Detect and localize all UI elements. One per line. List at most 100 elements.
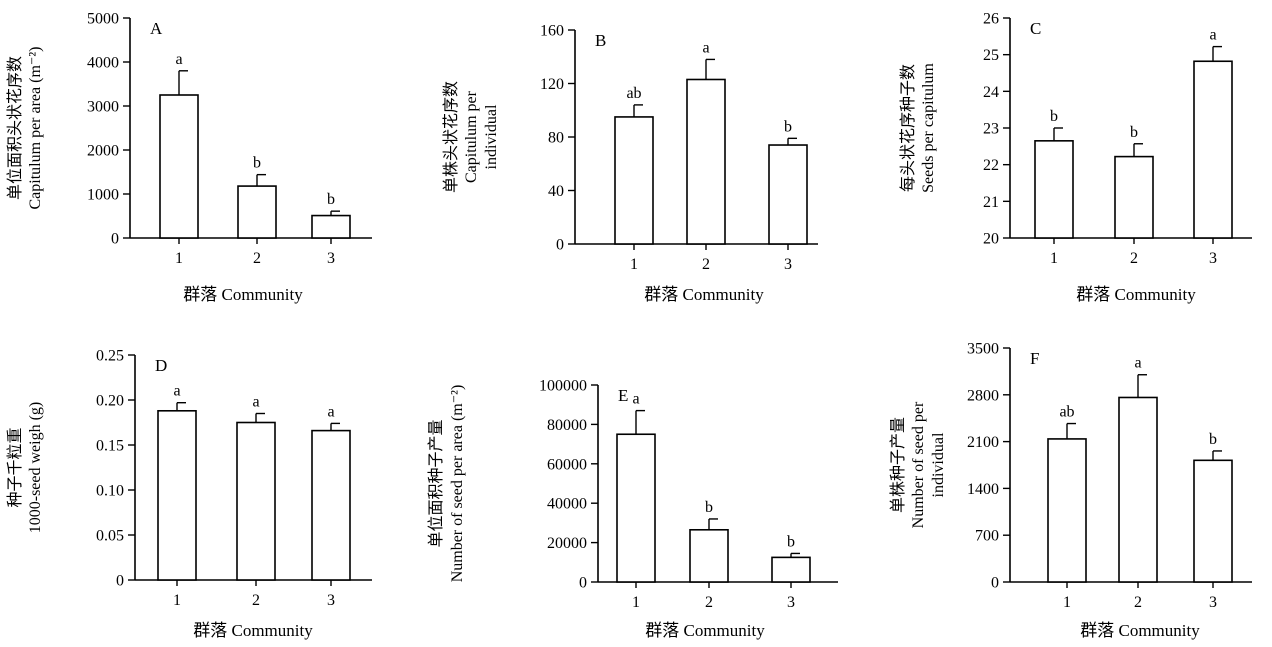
- panel-a-bar: [311, 214, 351, 239]
- panel-c-bar: [1034, 140, 1074, 239]
- panel-c-significance-letter: a: [1209, 27, 1216, 44]
- panel-b-ytick-label: 0: [556, 237, 564, 254]
- panel-d-ytick-label: 0.25: [96, 348, 124, 365]
- panel-b-bar: [768, 144, 808, 245]
- panel-d-significance-letter: a: [252, 394, 259, 411]
- panel-f-ytick-label: 1400: [967, 481, 999, 498]
- panel-b-ylabel-line: 单株头状花序数: [442, 81, 460, 193]
- panel-e-ylabel-line: Number of seed per area (m⁻²): [449, 385, 466, 583]
- panel-c-ytick-label: 22: [983, 157, 999, 174]
- panel-e-xlabel: 群落 Community: [645, 621, 765, 640]
- panel-d-bar: [157, 409, 197, 581]
- panel-d-ylabel-line: 1000-seed weigh (g): [27, 402, 44, 534]
- panel-c-ylabel-line: Seeds per capitulum: [920, 63, 937, 193]
- panel-b-ytick-label: 80: [548, 130, 564, 147]
- panel-f-ytick-label: 2100: [967, 434, 999, 451]
- panel-b-ytick-label: 160: [540, 23, 564, 40]
- panel-f-ytick-label: 0: [991, 575, 999, 592]
- panel-b-ylabel-line: Capitulum per: [463, 90, 480, 183]
- panel-c-ytick-label: 24: [983, 84, 999, 101]
- panel-f-xtick-label: 2: [1134, 594, 1142, 611]
- panel-a-significance-letter: b: [253, 155, 261, 172]
- panel-d-bar: [236, 421, 276, 581]
- panel-c-ylabel-line: 每头状花序种子数: [899, 64, 917, 192]
- panel-d-xtick-label: 1: [173, 592, 181, 609]
- panel-b-significance-letter: ab: [626, 85, 641, 102]
- panel-a-significance-letter: a: [175, 51, 182, 68]
- panel-e-significance-letter: b: [787, 533, 795, 550]
- panel-b-xtick-label: 3: [784, 256, 792, 273]
- panel-f-label: F: [1030, 349, 1039, 368]
- panel-c-label: C: [1030, 19, 1041, 38]
- panel-d-ytick-label: 0.20: [96, 393, 124, 410]
- panel-d-ytick-label: 0.10: [96, 483, 124, 500]
- panel-b-xtick-label: 1: [630, 256, 638, 273]
- panel-e-ytick-label: 0: [579, 575, 587, 592]
- panel-a-ytick-label: 0: [111, 231, 119, 248]
- panel-a-xlabel: 群落 Community: [183, 285, 303, 304]
- panel-c-xtick-label: 2: [1130, 250, 1138, 267]
- panel-f-ylabel-line: 单株种子产量: [889, 417, 907, 513]
- panel-b-ytick-label: 120: [540, 76, 564, 93]
- panel-f-xtick-label: 3: [1209, 594, 1217, 611]
- panel-d-xtick-label: 2: [252, 592, 260, 609]
- panel-a-xtick-label: 3: [327, 250, 335, 267]
- panel-a-ytick-label: 1000: [87, 187, 119, 204]
- panel-c-ytick-label: 20: [983, 231, 999, 248]
- panel-d-bar: [311, 429, 351, 581]
- panel-b-label: B: [595, 31, 606, 50]
- panel-f-ytick-label: 700: [975, 528, 999, 545]
- panel-b-ytick-label: 40: [548, 183, 564, 200]
- panel-c-significance-letter: b: [1130, 124, 1138, 141]
- panel-a-bar: [159, 94, 199, 239]
- panel-e-label: E: [618, 386, 628, 405]
- panel-e-xtick-label: 1: [632, 594, 640, 611]
- panel-c-ytick-label: 23: [983, 121, 999, 138]
- panel-e-bar: [771, 556, 811, 583]
- panel-a-ytick-label: 5000: [87, 11, 119, 28]
- panel-e-ytick-label: 80000: [547, 417, 587, 434]
- panel-b-significance-letter: a: [702, 39, 709, 56]
- panel-d-ytick-label: 0.05: [96, 528, 124, 545]
- panel-d-significance-letter: a: [173, 383, 180, 400]
- panel-e-ytick-label: 60000: [547, 456, 587, 473]
- panel-f-significance-letter: ab: [1059, 404, 1074, 421]
- panel-c-xtick-label: 3: [1209, 250, 1217, 267]
- panel-f-significance-letter: b: [1209, 431, 1217, 448]
- panel-d-ylabel-line: 种子千粒重: [6, 427, 24, 507]
- panel-e-ytick-label: 100000: [539, 378, 587, 395]
- panel-e-significance-letter: b: [705, 499, 713, 516]
- panel-e-xtick-label: 3: [787, 594, 795, 611]
- panel-f-ytick-label: 2800: [967, 387, 999, 404]
- panel-e-ytick-label: 20000: [547, 535, 587, 552]
- panel-c-xtick-label: 1: [1050, 250, 1058, 267]
- panel-f-ylabel-line: individual: [930, 432, 947, 497]
- panel-a-bar: [237, 185, 277, 239]
- panel-b-xlabel: 群落 Community: [644, 285, 764, 304]
- panel-d-ytick-label: 0.15: [96, 438, 124, 455]
- panel-a-ytick-label: 3000: [87, 99, 119, 116]
- panel-c-bar: [1114, 155, 1154, 239]
- panel-a-label: A: [150, 19, 163, 38]
- panel-c-xlabel: 群落 Community: [1076, 285, 1196, 304]
- panel-d-xlabel: 群落 Community: [193, 621, 313, 640]
- panel-d-ytick-label: 0: [116, 573, 124, 590]
- panel-c-ytick-label: 26: [983, 11, 999, 28]
- panel-e-bar: [689, 528, 729, 583]
- panel-b-bar: [686, 78, 726, 245]
- panel-e-ytick-label: 40000: [547, 496, 587, 513]
- panel-e-significance-letter: a: [632, 391, 639, 408]
- panel-f-ylabel-line: Number of seed per: [910, 401, 927, 528]
- panel-f-bar: [1193, 459, 1233, 583]
- panel-d-significance-letter: a: [327, 403, 334, 420]
- panel-f-bar: [1047, 438, 1087, 583]
- panel-e-ylabel-line: 单位面积种子产量: [427, 419, 445, 547]
- panel-b-bar: [614, 116, 654, 245]
- panel-c-ytick-label: 25: [983, 47, 999, 64]
- panel-e-xtick-label: 2: [705, 594, 713, 611]
- panel-f-ytick-label: 3500: [967, 341, 999, 358]
- panel-f-xtick-label: 1: [1063, 594, 1071, 611]
- panel-a-xtick-label: 1: [175, 250, 183, 267]
